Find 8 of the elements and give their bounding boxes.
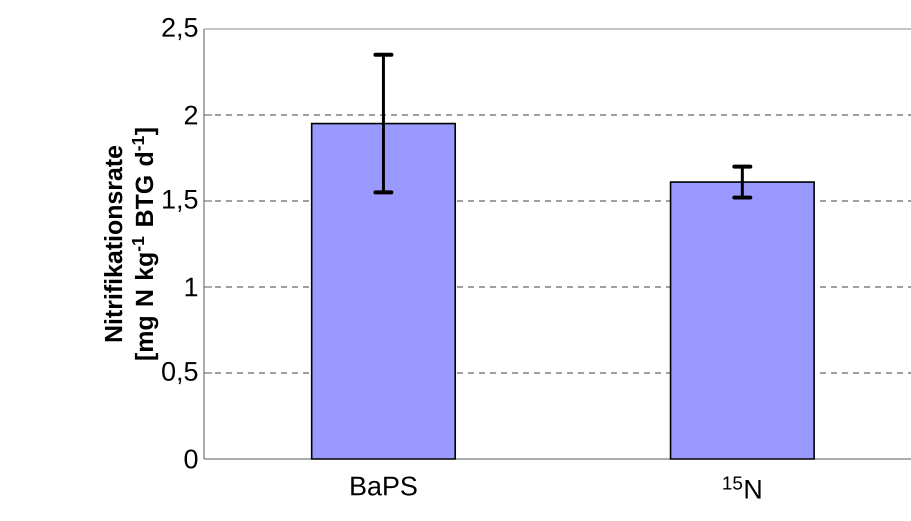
y-tick-label: 0: [184, 449, 198, 469]
y-tick-label: 0,5: [162, 362, 198, 384]
x-tick-label: $^{15}$N: [723, 476, 761, 498]
y-tick-label: 2: [184, 106, 198, 124]
y-tick-label: 2,5: [162, 18, 198, 40]
y-tick-label: 1,5: [163, 190, 198, 212]
y-tick-label: 1: [186, 278, 198, 296]
x-tick-label: BaPS: [351, 476, 417, 496]
